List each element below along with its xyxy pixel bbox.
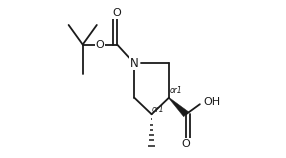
Text: OH: OH	[203, 97, 221, 107]
Text: O: O	[113, 8, 122, 18]
Text: or1: or1	[152, 105, 165, 114]
Polygon shape	[169, 97, 188, 117]
Text: N: N	[130, 57, 139, 70]
Text: O: O	[96, 40, 104, 50]
Text: or1: or1	[169, 86, 182, 95]
Text: O: O	[182, 139, 190, 149]
